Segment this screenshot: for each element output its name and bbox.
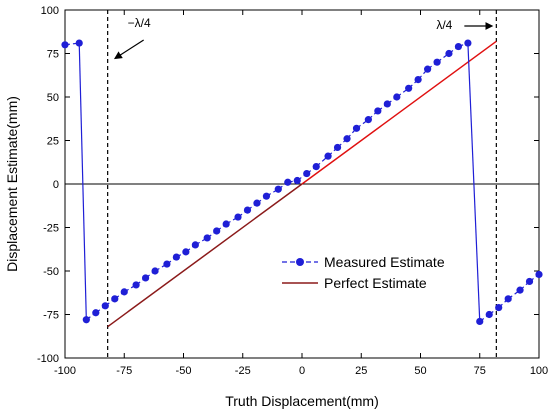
measured-point [101,302,109,310]
y-tick-label: 0 [53,179,59,191]
y-tick-label: 75 [47,49,59,61]
measured-point [535,270,543,279]
measured-point [213,227,221,235]
y-tick-label: -75 [43,310,59,322]
x-tick-label: 75 [474,365,486,377]
x-tick-label: -25 [235,365,251,377]
measured-point [364,116,372,124]
measured-point [203,234,211,242]
measured-point [243,206,252,214]
measured-point [274,185,282,193]
measured-point [476,317,484,326]
annotation-arrow-left [113,39,144,60]
legend-measured-marker [296,258,304,266]
measured-wrap-segment [78,43,87,320]
measured-point [120,288,128,296]
measured-point [234,213,242,221]
measured-point [405,84,413,92]
x-tick-label: -100 [54,365,76,377]
annotation-quarter-wavelength: λ/4 [436,18,452,32]
measured-point [454,42,463,51]
x-tick-label: -75 [116,365,132,377]
measured-point [111,295,119,303]
annotations: −λ/4 λ/4 [113,16,494,60]
measured-point [141,274,150,282]
x-tick-label: 50 [414,365,426,377]
measured-point [424,65,432,73]
y-tick-label: -100 [37,353,59,365]
x-tick-label: 0 [299,365,305,377]
x-tick-label: 25 [355,365,367,377]
measured-point [383,100,391,108]
measured-point [92,309,100,317]
measured-point [343,135,351,143]
measured-point [352,124,361,132]
measured-point [312,163,320,171]
measured-point [163,260,171,268]
measured-point [75,39,83,47]
measured-point [222,220,230,228]
legend-perfect-label: Perfect Estimate [324,275,427,291]
measured-point [516,286,524,294]
measured-point [485,310,493,319]
measured-point [191,241,199,249]
measured-point [262,192,271,200]
measured-estimate-series [61,39,543,326]
quarter-wavelength-lines [107,10,497,358]
perfect-line-upper [301,40,497,185]
measured-point [293,176,301,185]
legend-measured-label: Measured Estimate [324,254,445,270]
measured-point [504,295,512,303]
measured-point [303,169,311,178]
x-tick-label: 100 [530,365,548,377]
measured-point [464,39,472,47]
measured-point [61,41,69,49]
measured-point [374,107,382,115]
measured-point [182,248,190,256]
x-tick-label: -50 [176,365,192,377]
y-tick-label: 50 [47,92,59,104]
legend: Measured Estimate Perfect Estimate [282,254,445,291]
y-tick-label: -50 [43,266,59,278]
measured-point [525,277,534,286]
y-tick-label: -25 [43,223,59,235]
perfect-line-lower [107,183,303,328]
measured-point [172,253,180,261]
x-axis-label: Truth Displacement(mm) [225,393,379,409]
measured-point [151,267,159,275]
perfect-estimate-series [107,40,497,328]
y-axis-ticks: 100 75 50 25 0 -25 -50 -75 -100 [37,5,539,365]
measured-point [324,152,332,160]
measured-point [82,316,90,324]
x-axis-ticks: -100 -75 -50 -25 0 25 50 75 100 [54,10,548,377]
measured-point [284,178,292,186]
y-axis-label: Displacement Estimate(mm) [4,96,20,272]
annotation-neg-quarter-wavelength: −λ/4 [128,16,151,30]
measured-point [414,76,422,84]
y-tick-label: 25 [47,136,59,148]
y-tick-label: 100 [41,5,59,17]
measured-point [132,281,140,289]
measured-point [433,58,441,66]
measured-point [445,49,453,58]
measured-wrap-segment [467,43,481,322]
measured-point [393,93,401,101]
measured-point [333,143,342,152]
measured-point [495,303,503,312]
measured-point [253,199,261,207]
